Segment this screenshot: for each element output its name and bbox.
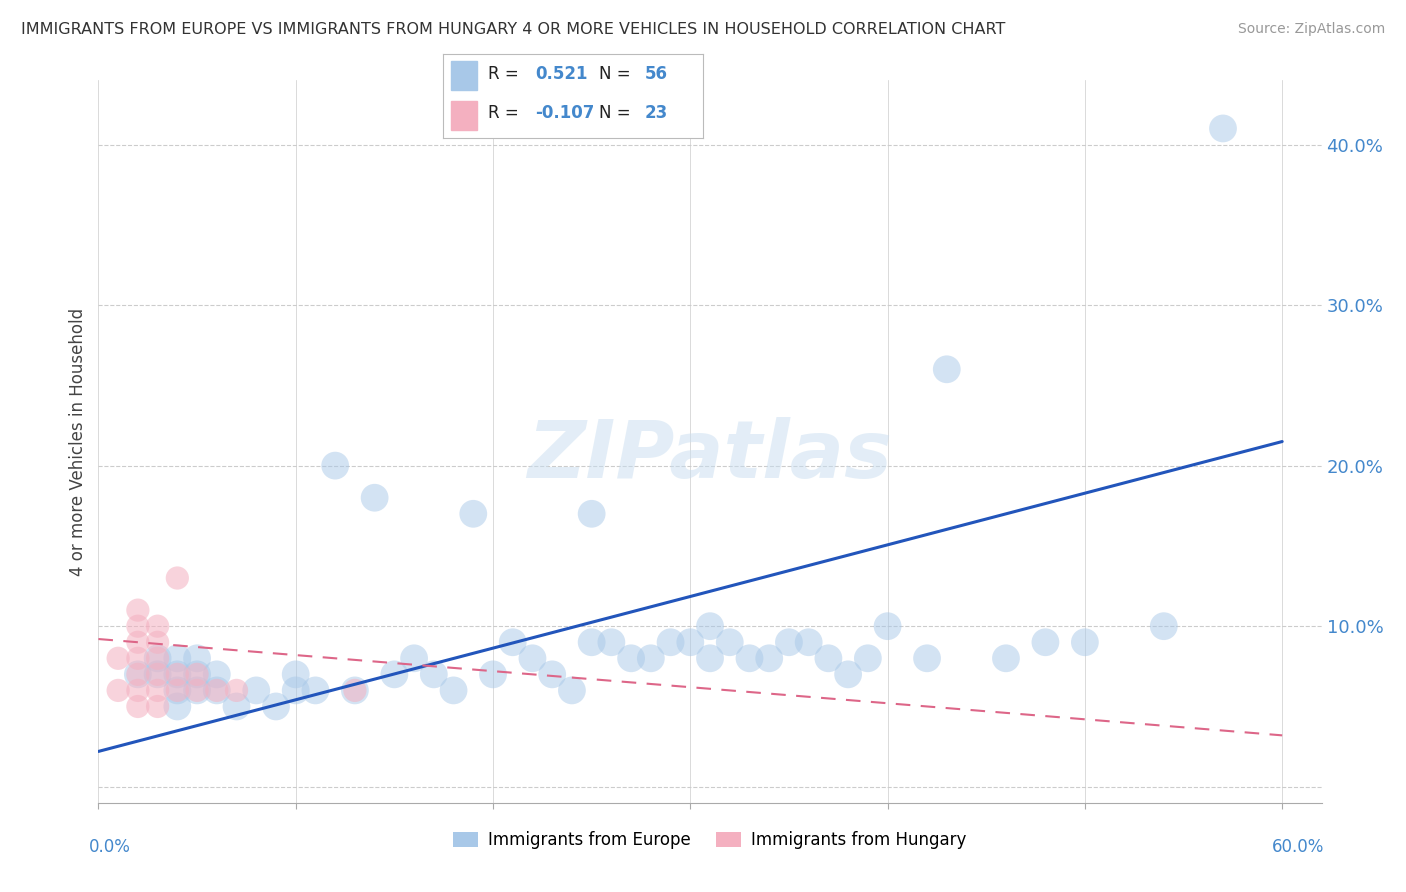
Point (205, 683, 228, 698)
Point (463, 507, 485, 521)
Point (186, 683, 208, 698)
Point (245, 683, 267, 698)
Point (186, 667, 208, 681)
Point (186, 683, 208, 698)
Point (323, 458, 346, 473)
Point (146, 651, 169, 665)
Point (600, 635, 623, 649)
Point (404, 651, 426, 665)
Point (127, 619, 149, 633)
Point (146, 667, 169, 681)
Point (127, 683, 149, 698)
Point (304, 683, 326, 698)
Bar (451, 62, 477, 90)
Point (146, 667, 169, 681)
Point (225, 699, 247, 714)
Point (284, 667, 307, 681)
Point (166, 699, 188, 714)
Bar (451, 101, 477, 130)
Point (127, 699, 149, 714)
Point (522, 651, 544, 665)
Point (679, 635, 702, 649)
Point (1153, 619, 1175, 633)
Point (127, 667, 149, 681)
Point (127, 651, 149, 665)
Point (146, 635, 169, 649)
Point (146, 651, 169, 665)
Point (127, 603, 149, 617)
Point (718, 635, 741, 649)
Point (443, 683, 465, 698)
Point (127, 635, 149, 649)
Point (994, 651, 1017, 665)
Point (264, 699, 287, 714)
Legend: Immigrants from Europe, Immigrants from Hungary: Immigrants from Europe, Immigrants from … (447, 824, 973, 856)
Point (581, 507, 603, 521)
Point (797, 635, 820, 649)
Point (502, 635, 524, 649)
Point (856, 651, 879, 665)
Point (343, 683, 366, 698)
Point (876, 619, 898, 633)
Point (205, 667, 228, 681)
Point (382, 667, 405, 681)
Point (1035, 635, 1057, 649)
Point (284, 683, 307, 698)
Text: R =: R = (488, 65, 519, 83)
Point (699, 619, 721, 633)
Point (482, 667, 505, 681)
Point (1074, 635, 1097, 649)
Text: ZIPatlas: ZIPatlas (527, 417, 893, 495)
Point (127, 667, 149, 681)
Text: 60.0%: 60.0% (1272, 838, 1324, 855)
Point (363, 491, 385, 505)
Point (915, 651, 938, 665)
Point (738, 651, 761, 665)
Point (659, 635, 682, 649)
Point (817, 651, 839, 665)
Point (541, 667, 564, 681)
Text: N =: N = (599, 103, 630, 122)
Point (186, 667, 208, 681)
Text: IMMIGRANTS FROM EUROPE VS IMMIGRANTS FROM HUNGARY 4 OR MORE VEHICLES IN HOUSEHOL: IMMIGRANTS FROM EUROPE VS IMMIGRANTS FRO… (21, 22, 1005, 37)
Point (166, 667, 188, 681)
Point (166, 571, 188, 585)
Point (225, 683, 247, 698)
Point (343, 683, 366, 698)
Point (205, 683, 228, 698)
Point (166, 667, 188, 681)
Text: 23: 23 (644, 103, 668, 122)
Text: Source: ZipAtlas.com: Source: ZipAtlas.com (1237, 22, 1385, 37)
Text: R =: R = (488, 103, 519, 122)
Point (837, 667, 859, 681)
Point (561, 683, 583, 698)
Point (166, 651, 188, 665)
Point (1212, 121, 1234, 136)
Point (620, 651, 643, 665)
Text: 56: 56 (644, 65, 668, 83)
Point (423, 667, 446, 681)
Point (935, 362, 957, 376)
Point (699, 651, 721, 665)
Point (581, 635, 603, 649)
Text: 0.0%: 0.0% (89, 838, 131, 855)
Point (166, 683, 188, 698)
Point (146, 699, 169, 714)
Point (186, 651, 208, 665)
Text: -0.107: -0.107 (536, 103, 595, 122)
Point (166, 683, 188, 698)
Point (778, 635, 800, 649)
Point (758, 651, 780, 665)
Text: 0.521: 0.521 (536, 65, 588, 83)
Point (640, 651, 662, 665)
Y-axis label: 4 or more Vehicles in Household: 4 or more Vehicles in Household (69, 308, 87, 575)
Point (107, 651, 129, 665)
Text: N =: N = (599, 65, 630, 83)
Point (107, 683, 129, 698)
Point (146, 619, 169, 633)
Point (146, 683, 169, 698)
